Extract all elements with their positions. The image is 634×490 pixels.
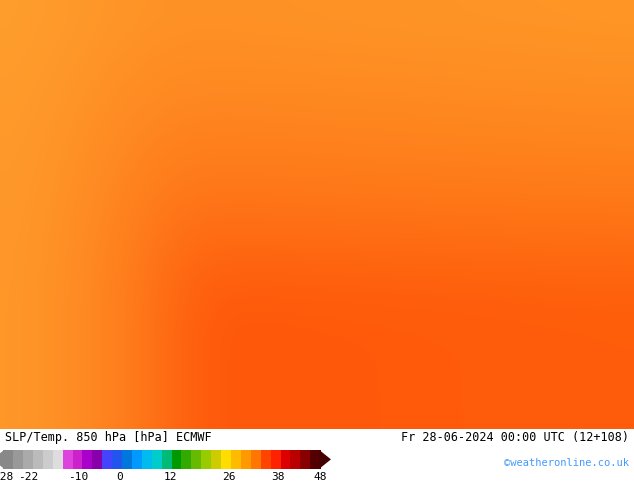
Bar <box>13 450 23 468</box>
Bar <box>63 450 73 468</box>
Bar <box>271 450 281 468</box>
Bar <box>172 450 182 468</box>
Bar <box>211 450 222 468</box>
Bar <box>280 450 291 468</box>
Bar <box>93 450 103 468</box>
Bar <box>132 450 143 468</box>
Bar <box>72 450 83 468</box>
Bar <box>241 450 252 468</box>
Bar <box>3 450 14 468</box>
Bar <box>290 450 301 468</box>
Bar <box>53 450 63 468</box>
Bar <box>181 450 192 468</box>
Bar <box>221 450 231 468</box>
Text: Fr 28-06-2024 00:00 UTC (12+108): Fr 28-06-2024 00:00 UTC (12+108) <box>401 431 629 443</box>
Text: SLP/Temp. 850 hPa [hPa] ECMWF: SLP/Temp. 850 hPa [hPa] ECMWF <box>5 431 212 443</box>
Bar <box>102 450 113 468</box>
Bar <box>33 450 44 468</box>
Bar <box>191 450 202 468</box>
Bar <box>261 450 271 468</box>
Bar <box>142 450 152 468</box>
Bar <box>152 450 162 468</box>
Bar <box>43 450 53 468</box>
Text: ©weatheronline.co.uk: ©weatheronline.co.uk <box>504 458 629 468</box>
Bar <box>23 450 34 468</box>
Bar <box>251 450 261 468</box>
Text: 38: 38 <box>272 471 285 482</box>
FancyArrow shape <box>0 450 4 468</box>
Text: 0: 0 <box>117 471 124 482</box>
Text: 26: 26 <box>222 471 235 482</box>
Bar <box>122 450 133 468</box>
Bar <box>310 450 321 468</box>
Text: -10: -10 <box>68 471 88 482</box>
Text: -28: -28 <box>0 471 13 482</box>
Text: -22: -22 <box>18 471 38 482</box>
Bar <box>301 450 311 468</box>
Bar <box>202 450 212 468</box>
Text: 12: 12 <box>164 471 177 482</box>
Text: 48: 48 <box>313 471 327 482</box>
Bar <box>162 450 172 468</box>
Bar <box>112 450 123 468</box>
Bar <box>82 450 93 468</box>
FancyArrow shape <box>320 450 331 468</box>
Bar <box>231 450 242 468</box>
